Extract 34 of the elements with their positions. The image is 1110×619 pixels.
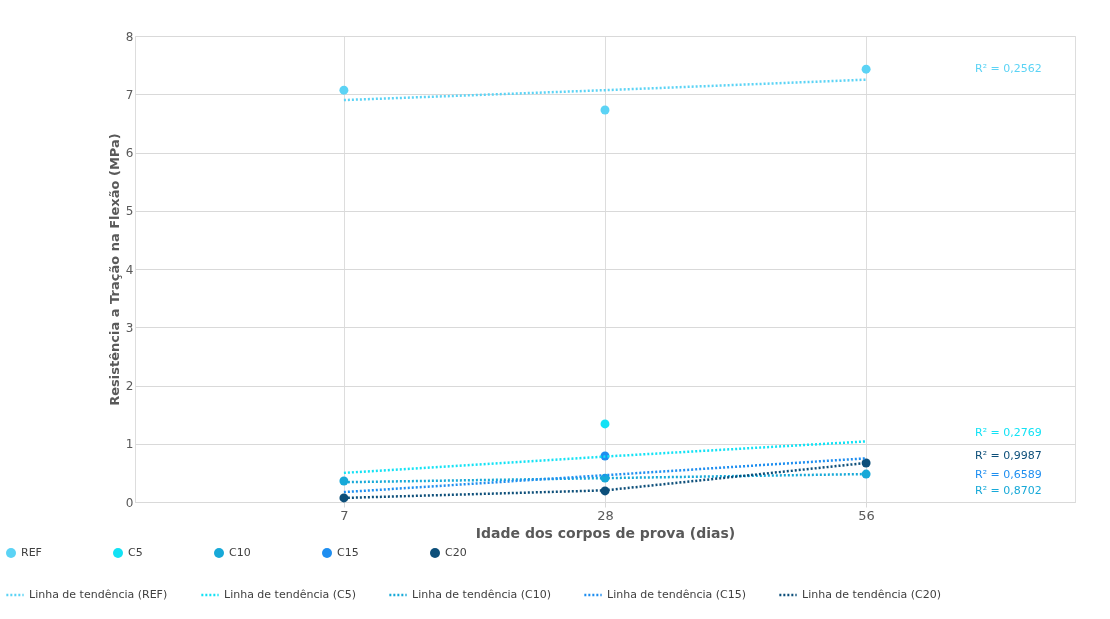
- legend-label: C15: [337, 546, 359, 559]
- y-tick-label: 8: [125, 29, 134, 44]
- legend-label: Linha de tendência (C15): [607, 588, 746, 601]
- y-tick-label: 0: [125, 495, 134, 510]
- x-tick-label: 28: [597, 507, 614, 523]
- point: [339, 85, 349, 95]
- x-tick-label: 7: [340, 507, 349, 523]
- annotation: R² = 0,8702: [975, 484, 1042, 497]
- y-tick-label: 7: [125, 87, 134, 102]
- y-tick-label: 3: [125, 320, 134, 335]
- x-tick-label: 56: [858, 507, 875, 523]
- point: [339, 476, 349, 486]
- annotation: R² = 0,2769: [975, 426, 1042, 439]
- annotation: R² = 0,9987: [975, 449, 1042, 462]
- point: [600, 419, 610, 429]
- legend-label: C20: [445, 546, 467, 559]
- point: [600, 105, 610, 115]
- legend-label: C5: [128, 546, 143, 559]
- legend-label: Linha de tendência (C5): [224, 588, 356, 601]
- x-axis-title: Idade dos corpos de prova (dias): [475, 524, 736, 541]
- y-tick-label: 6: [125, 146, 134, 160]
- y-tick-label: 4: [125, 262, 134, 277]
- annotation: R² = 0,2562: [975, 62, 1042, 75]
- legend-label: Linha de tendência (REF): [29, 588, 168, 601]
- legend-label: C10: [229, 546, 251, 559]
- point: [861, 64, 871, 74]
- y-tick-label: 2: [125, 379, 134, 393]
- legend-label: REF: [21, 546, 42, 559]
- legend-label: Linha de tendência (C20): [802, 588, 941, 601]
- y-axis-title: Resistência a Tração na Flexão (MPa): [106, 133, 122, 406]
- annotation: R² = 0,6589: [975, 468, 1042, 481]
- y-tick-label: 1: [125, 437, 134, 452]
- y-tick-label: 5: [125, 204, 134, 219]
- legend-label: Linha de tendência (C10): [412, 588, 551, 601]
